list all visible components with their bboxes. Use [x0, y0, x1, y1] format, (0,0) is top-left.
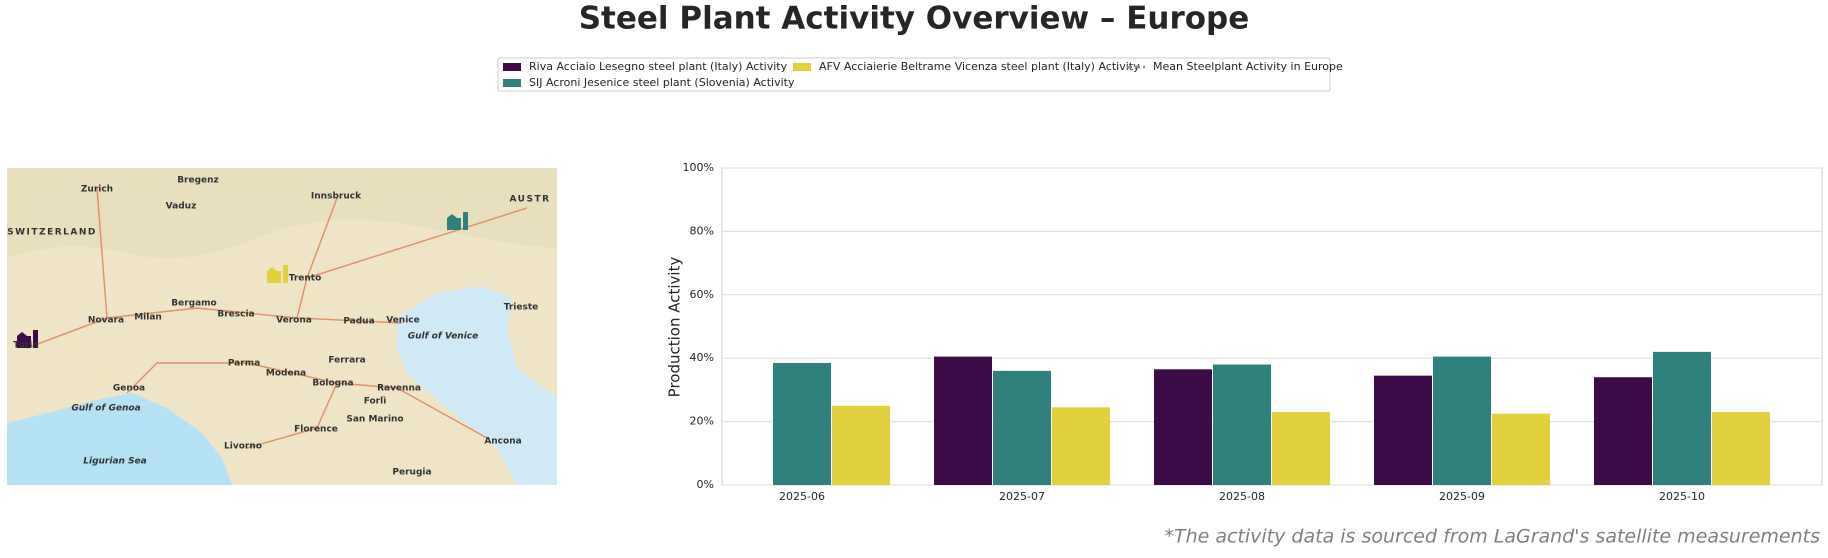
map-label: Bologna — [312, 379, 353, 389]
bar — [1374, 375, 1432, 485]
legend-swatch — [793, 63, 811, 71]
bar — [1213, 364, 1271, 485]
map-label: Forlì — [364, 397, 387, 407]
bar — [1492, 413, 1550, 485]
map-relief — [7, 168, 557, 258]
map-label: Ancona — [484, 437, 521, 447]
map-label: Perugia — [392, 468, 431, 478]
bar — [1594, 377, 1652, 485]
map-label: Innsbruck — [311, 192, 362, 202]
map-label: Gulf of Genoa — [71, 404, 140, 414]
legend-box — [497, 57, 1331, 92]
map-label: AUSTR — [509, 195, 550, 205]
map-label: Venice — [386, 316, 420, 326]
map-label: Bregenz — [177, 176, 219, 186]
bar — [993, 370, 1051, 485]
bar — [1712, 412, 1770, 485]
map-label: Gulf of Venice — [408, 332, 479, 342]
bar — [773, 362, 831, 485]
x-tick-label: 2025-10 — [1659, 490, 1705, 503]
map-label: Trento — [289, 274, 322, 284]
map-label: Verona — [276, 316, 312, 326]
x-tick-label: 2025-07 — [999, 490, 1045, 503]
bar — [1433, 356, 1491, 485]
map-label: Ravenna — [377, 384, 421, 394]
y-tick-label: 60% — [690, 288, 714, 301]
map-label: Novara — [88, 316, 124, 326]
plant-icon — [447, 212, 468, 230]
bar — [1272, 412, 1330, 485]
footnote: *The activity data is sourced from LaGra… — [1164, 526, 1820, 548]
bar — [832, 405, 890, 485]
map-label: Turin — [13, 341, 39, 351]
map-label: Ligurian Sea — [83, 457, 146, 467]
map-label: Genoa — [113, 384, 145, 394]
bar — [1653, 351, 1711, 485]
y-tick-label: 40% — [690, 351, 714, 364]
bar — [1154, 369, 1212, 485]
legend-label: SIJ Acroni Jesenice steel plant (Sloveni… — [529, 76, 795, 89]
bar — [934, 356, 992, 485]
y-tick-label: 80% — [690, 224, 714, 237]
map-label: Zurich — [81, 185, 113, 195]
plant-icon — [17, 330, 38, 348]
map-label: Trieste — [504, 303, 539, 313]
y-tick-label: 100% — [683, 161, 714, 174]
bar — [1052, 407, 1110, 485]
chart-title: Steel Plant Activity Overview – Europe — [579, 1, 1250, 37]
x-tick-label: 2025-08 — [1219, 490, 1265, 503]
map-label: Bergamo — [171, 299, 216, 309]
y-tick-label: 0% — [697, 478, 714, 491]
map-label: Ferrara — [328, 356, 365, 366]
map-label: Padua — [343, 317, 374, 327]
map-sea — [397, 286, 557, 485]
map-label: Florence — [294, 425, 338, 435]
y-axis-label: Production Activity — [666, 257, 684, 398]
map-label: Modena — [266, 369, 306, 379]
map-label: Livorno — [224, 442, 262, 452]
map-label: San Marino — [346, 415, 403, 425]
map-sea — [7, 393, 232, 485]
legend-label: AFV Acciaierie Beltrame Vicenza steel pl… — [819, 60, 1140, 73]
plant-icon — [267, 265, 288, 283]
legend-swatch — [503, 63, 521, 71]
map-label: Parma — [228, 359, 260, 369]
map-label: Vaduz — [166, 202, 197, 212]
y-tick-label: 20% — [690, 415, 714, 428]
map-label: Brescia — [217, 310, 254, 320]
map: Zurich Bregenz Vaduz Innsbruck SWITZERLAND AU… — [7, 168, 557, 485]
map-label: Milan — [134, 313, 162, 323]
x-tick-label: 2025-09 — [1439, 490, 1485, 503]
legend-swatch — [503, 79, 521, 87]
legend-label: Mean Steelplant Activity in Europe — [1153, 60, 1343, 73]
map-label: SWITZERLAND — [7, 228, 97, 238]
map-roads — [26, 187, 528, 449]
legend-label: Riva Acciaio Lesegno steel plant (Italy)… — [529, 60, 788, 73]
x-tick-label: 2025-06 — [779, 490, 825, 503]
